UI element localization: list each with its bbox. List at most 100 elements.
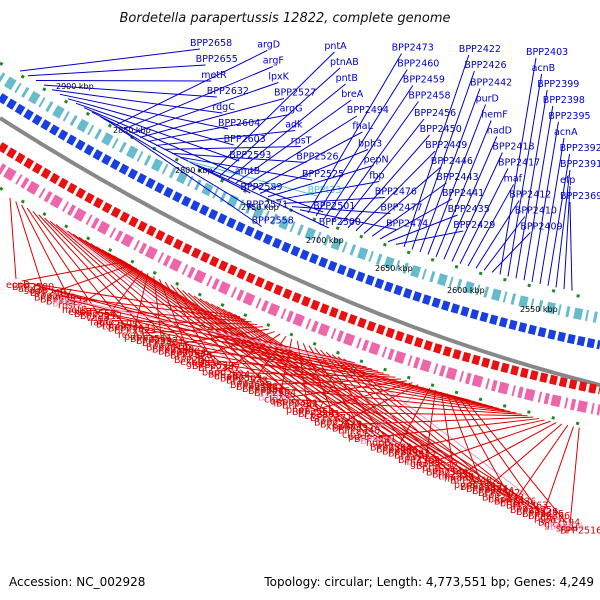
gene-label-leader xyxy=(371,182,447,237)
gene-label-leader xyxy=(347,134,430,229)
gene-label-leader xyxy=(83,107,245,178)
gene-label: BPP2370 xyxy=(170,351,212,362)
gene-label-leader xyxy=(227,83,346,180)
forward-color-track xyxy=(0,72,600,324)
gene-label-leader xyxy=(299,209,397,230)
gene-label: BPP2347 xyxy=(198,363,240,374)
gene-label-leader xyxy=(315,69,408,217)
gene-label: BPP2391 xyxy=(560,159,600,170)
gene-label: BPP2463 xyxy=(108,324,150,335)
gene-label-leader xyxy=(207,361,505,411)
gene-label: cxs xyxy=(304,411,320,422)
gene-label-leader xyxy=(27,64,206,77)
gene-label: BPP2502 xyxy=(220,374,262,385)
gene-label-leader xyxy=(355,150,436,232)
gene-label-leader xyxy=(307,53,403,214)
gene-label-leader xyxy=(419,88,481,253)
gene-label: BPP2444 xyxy=(472,486,514,497)
gene-label: BPP2399 xyxy=(537,79,579,90)
gene-label-leader xyxy=(291,399,522,415)
gene-label: argG xyxy=(280,104,303,115)
gene-label-leader xyxy=(319,411,528,417)
gene-label: BPP2632 xyxy=(207,86,249,97)
gene-label: maf xyxy=(504,174,523,185)
gene-label-leader xyxy=(555,169,571,288)
gene-label: pntB xyxy=(336,73,358,84)
gene-label: pyrB xyxy=(454,480,476,491)
gene-label: efp xyxy=(560,175,575,186)
gene-label-leader xyxy=(117,322,373,370)
gene-label: BPP2501 xyxy=(313,201,355,212)
gene-label-leader xyxy=(151,336,494,408)
gene-label: BPP2366 xyxy=(528,511,570,522)
accession: Accession: NC_002928 xyxy=(9,575,145,589)
gene-label-leader xyxy=(219,67,341,177)
gene-label: BPP2553 xyxy=(40,295,82,306)
gene-label: hemF xyxy=(481,110,508,121)
forward-gene-labels: BPP2658 BPP2655 metR BPP2632 rdgC BPP2604 BPP2… xyxy=(19,38,600,291)
gene-label-leader xyxy=(123,66,273,130)
gene-label: fbp xyxy=(369,171,384,182)
gene-label: BPP2524 xyxy=(208,370,250,381)
gene-label: BPPt36 xyxy=(258,393,292,404)
gene-label: BPP2363 xyxy=(506,501,548,512)
gene-label: BPP2348 xyxy=(338,426,380,437)
gene-label: BPP2441 xyxy=(442,188,484,199)
gene-label: BPP2589 xyxy=(240,182,282,193)
gene-label-leader xyxy=(427,104,487,255)
gene-label: BPP2398 xyxy=(543,95,585,106)
gene-label-leader xyxy=(531,121,559,283)
gene-label: BPP2397 xyxy=(136,336,178,347)
gene-label: BPP2588 xyxy=(236,382,278,393)
kbp-ticks: 2900 kbp 2850 kbp 2800 kbp 2750 kbp 2700… xyxy=(56,82,558,314)
gene-label-leader xyxy=(155,130,296,146)
gene-label: BPP2516 xyxy=(560,526,600,537)
gene-label: pgm xyxy=(534,513,555,524)
gene-label: BPP2447 xyxy=(282,401,324,412)
gene-label: clpA xyxy=(264,395,285,406)
gene-label: BPP2577 xyxy=(314,418,356,429)
gene-label: rdgC xyxy=(212,102,235,113)
gene-label: BPP2450 xyxy=(420,124,462,135)
gene-label: BPP2417 xyxy=(498,158,540,169)
gene-label-leader xyxy=(164,281,219,369)
gene-label-leader xyxy=(539,137,565,284)
gene-label: BPP2525 xyxy=(302,169,344,180)
gene-label: BPP2629 xyxy=(34,293,76,304)
gene-label-leader xyxy=(115,50,268,126)
gene-label-leader xyxy=(27,282,241,318)
gene-label-leader xyxy=(251,131,363,191)
gene-label-leader xyxy=(43,84,217,98)
gene-label: BPP2435 xyxy=(448,204,490,215)
gene-label-leader xyxy=(563,185,571,290)
gene-label: dnaB xyxy=(214,372,238,383)
gene-label-leader xyxy=(123,324,488,406)
gene-label: argD xyxy=(257,40,280,51)
gene-label-leader xyxy=(95,311,482,405)
gene-label-leader xyxy=(425,390,436,461)
gene-label: fhaL xyxy=(352,121,373,132)
gene-label-leader xyxy=(51,89,223,114)
gene-label-leader xyxy=(211,51,335,173)
gene-label-leader xyxy=(107,120,262,227)
gene-label-leader xyxy=(375,418,540,438)
gene-label: BPP2477 xyxy=(380,203,422,214)
gene-label: argF xyxy=(263,56,284,67)
gene-label: ecnB xyxy=(6,280,30,291)
gene-label-leader xyxy=(67,98,234,146)
gene-label-leader xyxy=(403,419,545,450)
gene-label: BPP2528 xyxy=(516,507,558,518)
gene-label-leader xyxy=(337,356,505,496)
gene-label: pheT xyxy=(286,405,310,416)
gene-label-leader xyxy=(411,70,475,250)
gene-label: BPP2460 xyxy=(397,59,439,70)
gene-label-leader xyxy=(331,101,419,223)
gene-label: purD xyxy=(476,94,499,105)
gene-label: BPP2473 xyxy=(392,43,434,54)
gene-label-leader xyxy=(283,197,385,204)
gene-label: ptnAB xyxy=(330,57,359,68)
gene-label-leader xyxy=(259,149,369,194)
gene-label: fabG xyxy=(90,318,113,329)
gene-label-leader xyxy=(302,343,337,421)
